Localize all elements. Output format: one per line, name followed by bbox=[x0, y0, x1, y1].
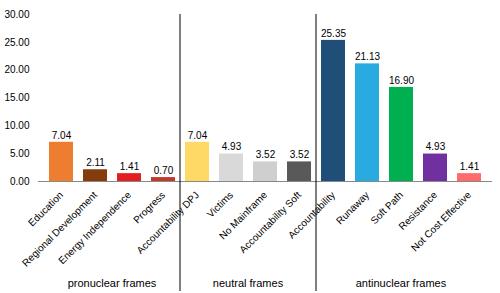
svg-text:Soft Path: Soft Path bbox=[368, 189, 406, 227]
svg-text:25.35: 25.35 bbox=[321, 28, 346, 39]
svg-text:1.41: 1.41 bbox=[460, 161, 480, 172]
svg-text:Resistance: Resistance bbox=[396, 189, 440, 232]
svg-text:21.13: 21.13 bbox=[355, 51, 380, 62]
svg-text:Regional Development: Regional Development bbox=[19, 189, 100, 269]
svg-text:10.00: 10.00 bbox=[4, 120, 29, 131]
svg-text:0.70: 0.70 bbox=[154, 165, 174, 176]
svg-text:Accountability: Accountability bbox=[286, 189, 337, 240]
svg-text:Accountability DPJ: Accountability DPJ bbox=[134, 189, 201, 256]
svg-text:No Mainframe: No Mainframe bbox=[217, 189, 270, 242]
svg-text:5.00: 5.00 bbox=[10, 148, 30, 159]
svg-text:4.93: 4.93 bbox=[426, 141, 446, 152]
svg-text:4.93: 4.93 bbox=[222, 141, 242, 152]
svg-text:0.00: 0.00 bbox=[10, 176, 30, 187]
svg-text:2.11: 2.11 bbox=[86, 157, 105, 168]
svg-text:antinuclear frames: antinuclear frames bbox=[356, 277, 447, 289]
svg-text:Progress: Progress bbox=[131, 189, 168, 226]
svg-text:25.00: 25.00 bbox=[4, 37, 29, 48]
svg-text:Accountability Soft: Accountability Soft bbox=[237, 189, 303, 255]
svg-text:15.00: 15.00 bbox=[4, 92, 29, 103]
svg-text:16.90: 16.90 bbox=[389, 75, 414, 86]
svg-text:Not Cost Effective: Not Cost Effective bbox=[409, 189, 474, 254]
svg-text:7.04: 7.04 bbox=[188, 130, 208, 141]
svg-text:30.00: 30.00 bbox=[4, 9, 29, 20]
svg-text:neutral frames: neutral frames bbox=[213, 277, 284, 289]
svg-text:1.41: 1.41 bbox=[120, 161, 140, 172]
svg-text:3.52: 3.52 bbox=[290, 149, 310, 160]
svg-text:Energy Independence: Energy Independence bbox=[56, 189, 133, 266]
svg-text:Victims: Victims bbox=[205, 189, 235, 219]
svg-text:20.00: 20.00 bbox=[4, 64, 29, 75]
svg-text:Runaway: Runaway bbox=[334, 189, 371, 226]
svg-text:3.52: 3.52 bbox=[256, 149, 276, 160]
svg-text:pronuclear frames: pronuclear frames bbox=[68, 277, 157, 289]
svg-text:Education: Education bbox=[25, 189, 66, 229]
svg-text:7.04: 7.04 bbox=[52, 130, 72, 141]
